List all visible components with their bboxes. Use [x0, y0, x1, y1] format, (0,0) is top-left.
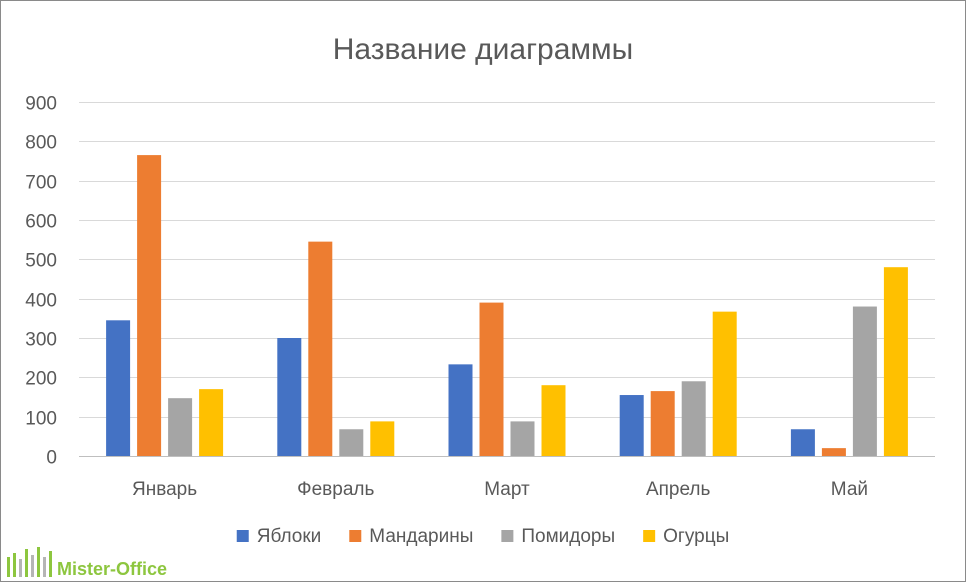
bar: [883, 267, 908, 456]
legend-swatch: [501, 530, 514, 542]
bar: [308, 241, 333, 456]
legend-swatch: [236, 530, 249, 542]
legend: Яблоки Мандарины Помидоры Огурцы: [236, 526, 729, 547]
y-tick-label: 300: [25, 330, 57, 351]
bar: [510, 421, 535, 456]
x-tick-label: Март: [484, 479, 530, 500]
y-tick-label: 700: [25, 173, 57, 194]
logo-bar: [43, 557, 46, 577]
x-tick-label: Февраль: [297, 479, 374, 500]
legend-label: Помидоры: [521, 526, 615, 547]
gridlines: [79, 102, 935, 418]
x-tick-label: Апрель: [646, 479, 711, 500]
legend-swatch: [349, 530, 362, 542]
y-tick-label: 0: [46, 448, 57, 469]
bar: [370, 421, 395, 456]
x-tick-label: Май: [831, 479, 868, 500]
bar: [168, 398, 193, 456]
watermark-text: Mister-Office: [57, 559, 167, 579]
y-tick-label: 900: [25, 94, 57, 115]
y-axis-ticks: 0 100 200 300 400 500 600 700 800 900: [25, 94, 57, 469]
x-tick-label: Январь: [132, 479, 197, 500]
logo-bar: [25, 549, 28, 577]
bar: [790, 429, 815, 456]
bar: [277, 338, 302, 456]
y-tick-label: 100: [25, 409, 57, 430]
logo-bar: [31, 555, 34, 577]
bar: [852, 306, 877, 456]
legend-item: Огурцы: [643, 526, 729, 547]
bar: [448, 364, 473, 456]
bar: [619, 395, 644, 456]
legend-item: Мандарины: [349, 526, 473, 547]
bar: [541, 385, 566, 456]
bar: [106, 320, 131, 456]
y-tick-label: 400: [25, 291, 57, 312]
logo-bar: [37, 547, 40, 577]
legend-label: Мандарины: [369, 526, 473, 547]
logo-bar: [49, 551, 52, 577]
bar: [650, 391, 675, 456]
logo-bar: [13, 553, 16, 577]
x-axis-ticks: Январь Февраль Март Апрель Май: [132, 479, 868, 500]
bar: [339, 429, 364, 456]
bar: [199, 389, 224, 456]
watermark-logo: Mister-Office: [7, 547, 167, 579]
y-tick-label: 600: [25, 212, 57, 233]
bars: [106, 155, 908, 456]
bar: [681, 381, 706, 456]
bar: [712, 311, 737, 456]
y-tick-label: 200: [25, 369, 57, 390]
bar: [821, 448, 846, 456]
bar: [479, 302, 504, 456]
logo-bar: [19, 559, 22, 577]
chart-title: Название диаграммы: [333, 33, 633, 66]
legend-swatch: [643, 530, 656, 542]
y-tick-label: 800: [25, 133, 57, 154]
legend-label: Яблоки: [257, 526, 322, 547]
bar: [137, 155, 162, 456]
logo-bar: [7, 557, 10, 577]
y-tick-label: 500: [25, 251, 57, 272]
legend-label: Огурцы: [663, 526, 729, 547]
legend-item: Яблоки: [236, 526, 322, 547]
legend-item: Помидоры: [501, 526, 615, 547]
